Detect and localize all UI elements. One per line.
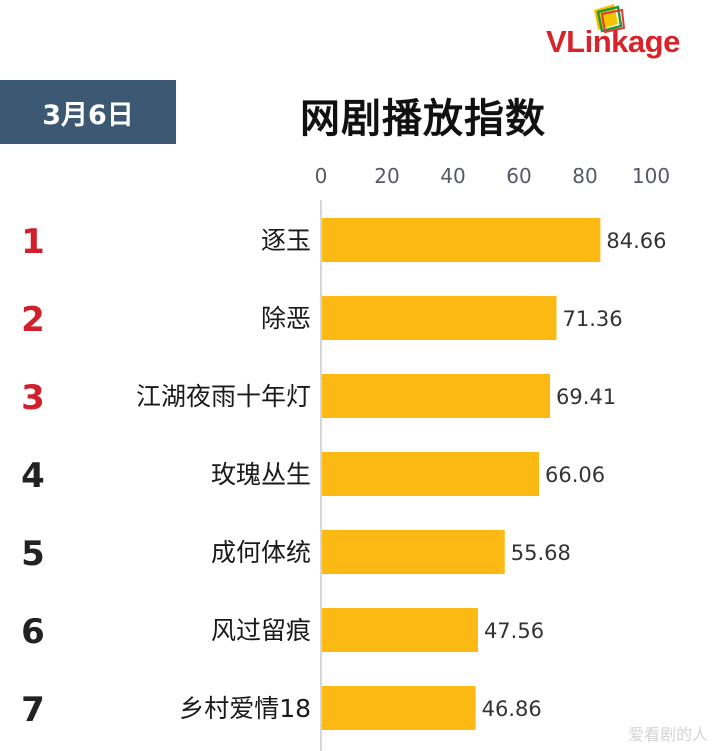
value-label: 69.41 [556,385,616,409]
rank-number: 1 [21,222,45,262]
rank-number: 5 [21,534,45,574]
vlinkage-logo: VLinkage [546,2,718,66]
value-label: 66.06 [545,463,605,487]
category-label: 乡村爱情18 [179,694,311,723]
category-label: 江湖夜雨十年灯 [136,382,311,411]
category-label: 风过留痕 [211,616,311,645]
category-label: 玫瑰丛生 [211,460,311,489]
bar [322,608,478,652]
value-label: 55.68 [511,541,571,565]
logo-icon [594,4,626,34]
x-tick-label: 60 [506,164,531,188]
chart-rows: 1 逐玉 84.66 2 除恶 71.36 3 江湖夜雨十年灯 69.41 4 玫瑰丛生 66.06 5… [21,218,667,730]
category-label: 除恶 [261,304,311,333]
bar [322,218,601,262]
rank-number: 3 [21,378,45,418]
bar [322,530,505,574]
category-label: 成何体统 [211,538,311,567]
value-label: 71.36 [562,307,622,331]
x-tick-label: 0 [315,164,328,188]
value-label: 46.86 [482,697,542,721]
x-tick-label: 40 [440,164,465,188]
chart-title: 网剧播放指数 [300,96,546,142]
value-label: 47.56 [484,619,544,643]
bar [322,296,557,340]
x-axis-ticks: 0 20 40 60 80 100 [315,164,670,188]
rank-number: 4 [21,456,45,496]
value-label: 84.66 [606,229,666,253]
bar [322,374,551,418]
x-tick-label: 100 [632,164,670,188]
logo-text: VLinkage [546,24,680,59]
rank-number: 6 [21,612,45,652]
rank-number: 2 [21,300,45,340]
bar [322,452,539,496]
x-tick-label: 20 [374,164,399,188]
category-label: 逐玉 [261,226,311,255]
date-badge: 3月6日 [0,80,176,144]
rank-number: 7 [21,690,45,730]
date-label: 3月6日 [42,99,134,131]
bar [322,686,476,730]
watermark: 爱看剧的人 [627,725,708,744]
x-tick-label: 80 [572,164,597,188]
